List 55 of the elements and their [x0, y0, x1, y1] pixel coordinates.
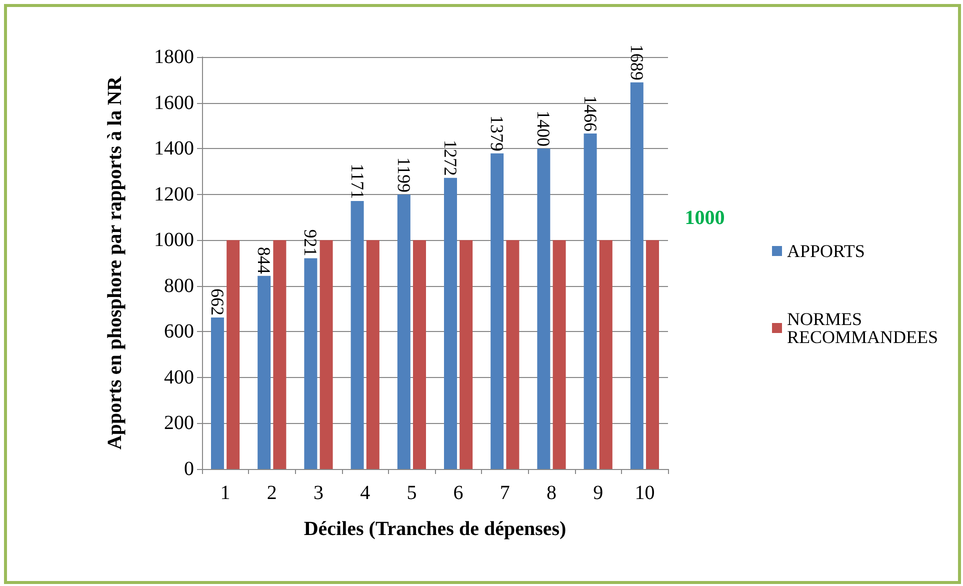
y-axis-title: Apports en phosphore par rapports à la NR: [104, 76, 126, 450]
y-tick-label: 1800: [154, 46, 194, 68]
bar: [211, 317, 224, 469]
bar: [413, 240, 426, 469]
x-tick-label: 8: [546, 482, 556, 504]
bar: [646, 240, 659, 469]
x-tick-label: 3: [314, 482, 324, 504]
x-tick-label: 2: [266, 482, 277, 504]
y-tick-label: 1400: [154, 138, 194, 160]
data-label: 844: [254, 246, 274, 274]
data-label: 1466: [580, 95, 600, 132]
annotation: 1000: [684, 207, 725, 230]
bar: [258, 276, 271, 469]
data-label: 1171: [347, 164, 368, 199]
y-tick-label: 400: [164, 366, 194, 388]
bar: [444, 178, 457, 469]
x-tick-label: 5: [406, 482, 417, 504]
data-label: 1199: [394, 157, 414, 193]
legend-label: NORMES RECOMMANDEES: [786, 309, 938, 347]
bar: [490, 153, 504, 469]
data-label: 921: [300, 229, 321, 256]
bar: [350, 200, 364, 469]
bar: [460, 240, 473, 469]
x-tick-label: 6: [453, 482, 464, 504]
bar: [397, 194, 410, 469]
legend-label: APPORTS: [786, 241, 865, 261]
y-tick-label: 1600: [154, 92, 194, 114]
bar: [506, 240, 520, 469]
y-tick-label: 200: [164, 412, 194, 434]
data-label: 1400: [534, 110, 554, 147]
data-label: 1689: [626, 44, 647, 80]
bar: [273, 240, 286, 469]
x-tick-label: 4: [360, 482, 370, 504]
bar: [320, 240, 333, 469]
x-tick-label: 7: [500, 482, 510, 504]
data-label: 1379: [487, 115, 508, 152]
x-axis-title: Déciles (Tranches de dépenses): [304, 518, 566, 540]
bar: [584, 133, 597, 469]
y-tick-label: 0: [184, 458, 194, 480]
y-tick-label: 1000: [154, 229, 194, 252]
bar: [630, 82, 644, 469]
bar: [552, 240, 566, 469]
bar: [366, 240, 380, 469]
data-label: 662: [208, 288, 228, 316]
x-tick-label: 1: [220, 482, 230, 504]
bar: [599, 240, 612, 469]
x-tick-label: 10: [634, 482, 655, 504]
y-tick-label: 1200: [154, 183, 194, 206]
y-tick-label: 600: [164, 320, 194, 343]
bar: [537, 148, 550, 469]
bar: [226, 240, 240, 469]
bar: [304, 258, 318, 469]
x-tick-label: 9: [593, 482, 604, 504]
y-tick-label: 800: [164, 274, 194, 297]
data-label: 1272: [440, 140, 460, 176]
